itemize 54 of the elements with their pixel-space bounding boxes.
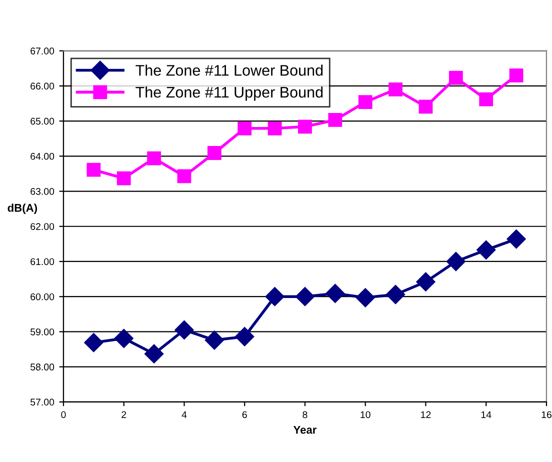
point (448, 70, 463, 85)
point (177, 169, 192, 184)
point (416, 272, 436, 292)
point (476, 240, 496, 260)
y-axis-title: dB(A) (8, 204, 37, 214)
point (174, 320, 194, 340)
y-tick-label: 63.00 (30, 188, 54, 195)
point (506, 229, 526, 249)
point (298, 120, 312, 134)
point (207, 146, 222, 160)
point (418, 100, 433, 114)
point (114, 328, 134, 348)
point (388, 82, 402, 96)
x-axis-title: Year (293, 426, 317, 434)
y-tick-label: 60.00 (30, 293, 54, 300)
x-tick-label: 6 (242, 411, 247, 418)
y-tick-label: 67.00 (30, 48, 54, 54)
point (356, 288, 375, 308)
y-tick-label: 57.00 (30, 398, 54, 406)
y-tick-label: 65.00 (30, 118, 54, 125)
legend-label: The Zone #11 Upper Bound (136, 86, 323, 101)
point (326, 284, 345, 303)
x-tick-label: 4 (182, 411, 187, 418)
y-tick-label: 66.00 (30, 82, 54, 90)
point (144, 344, 164, 364)
point (116, 171, 131, 186)
point (238, 121, 252, 136)
x-tick-label: 10 (360, 411, 370, 418)
point (358, 95, 372, 110)
y-tick-label: 62.00 (30, 223, 54, 230)
point (295, 287, 315, 306)
point (479, 92, 494, 106)
point (265, 287, 284, 306)
y-tick-label: 59.00 (30, 328, 54, 336)
point (268, 121, 282, 136)
x-tick-label: 14 (481, 411, 492, 418)
x-tick-label: 16 (542, 411, 552, 418)
point (147, 151, 161, 166)
x-tick-label: 8 (302, 411, 308, 418)
point (509, 68, 524, 82)
point (235, 327, 254, 346)
y-tick-label: 58.00 (30, 364, 54, 370)
x-tick-label: 0 (61, 411, 66, 418)
x-tick-label: 12 (421, 411, 431, 418)
point (328, 113, 342, 127)
point (204, 330, 224, 350)
y-tick-label: 61.00 (30, 258, 54, 266)
y-tick-label: 64.00 (30, 152, 54, 160)
legend-label: The Zone #11 Lower Bound (136, 64, 323, 76)
point (86, 162, 101, 177)
point (386, 284, 406, 304)
x-tick-label: 2 (122, 411, 126, 418)
point (446, 252, 466, 272)
point (84, 333, 104, 352)
